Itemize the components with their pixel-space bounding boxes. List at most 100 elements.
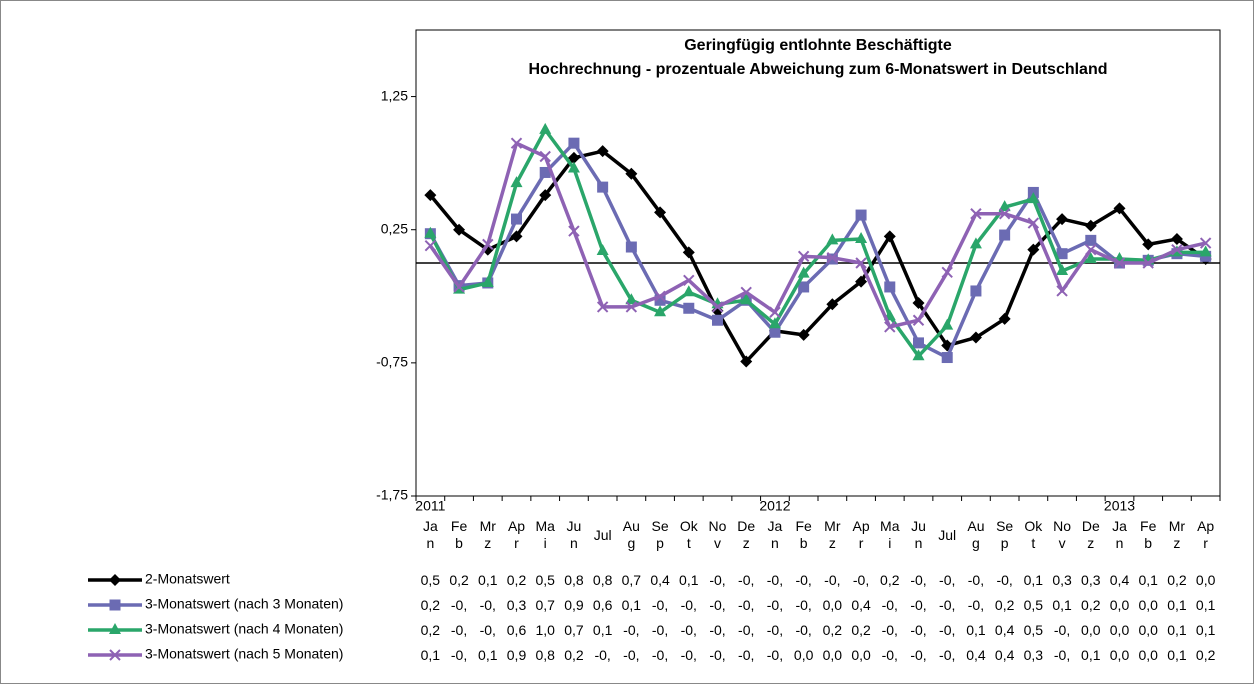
table-value: 0,9 <box>564 597 584 613</box>
year-label: 2012 <box>759 498 790 514</box>
table-value: 0,4 <box>966 647 986 663</box>
table-value: -0, <box>1053 647 1071 663</box>
marker <box>568 225 580 237</box>
table-value: 0,4 <box>851 597 871 613</box>
table-value: 0,7 <box>564 622 584 638</box>
marker <box>998 312 1011 325</box>
marker <box>424 226 437 238</box>
table-value: 0,9 <box>506 647 527 663</box>
table-value: 0,8 <box>564 572 584 588</box>
table-value: -0, <box>881 647 898 663</box>
marker <box>912 296 925 309</box>
table-value: -0, <box>881 597 898 613</box>
table-value: -0, <box>709 647 726 663</box>
marker <box>109 599 121 611</box>
marker <box>1056 213 1069 226</box>
y-tick-label: -1,75 <box>376 487 408 503</box>
marker <box>1085 243 1097 256</box>
table-value: -0, <box>939 622 956 638</box>
chart-subtitle: Hochrechnung - prozentuale Abweichung zu… <box>529 61 1108 78</box>
marker <box>884 321 896 333</box>
table-value: 0,8 <box>535 647 555 663</box>
marker <box>654 294 666 306</box>
table-value: 0,0 <box>1109 597 1130 613</box>
table-value: 0,4 <box>994 622 1015 638</box>
marker <box>654 305 667 317</box>
table-value: 0,1 <box>966 622 986 638</box>
table-value: -0, <box>967 597 985 613</box>
table-value: 0,8 <box>592 572 613 588</box>
table-value: -0, <box>651 597 669 613</box>
table-value: 0,2 <box>1195 647 1216 663</box>
table-value: -0, <box>881 622 898 638</box>
table-value: 0,3 <box>1081 572 1101 588</box>
table-value: -0, <box>766 597 784 613</box>
table-value: 0,0 <box>793 647 814 663</box>
table-value: 0,5 <box>535 572 555 588</box>
table-value: -0, <box>996 572 1013 588</box>
marker <box>941 318 954 330</box>
marker <box>912 314 925 326</box>
marker <box>797 328 810 341</box>
table-value: -0, <box>709 572 726 588</box>
x-tick-label: Aug <box>967 518 985 551</box>
table-value: 0,0 <box>1109 647 1130 663</box>
table-value: -0, <box>795 597 812 613</box>
marker <box>1056 248 1068 260</box>
marker <box>597 181 609 193</box>
marker <box>1084 252 1097 264</box>
x-tick-label: Mai <box>535 518 555 551</box>
table-value: -0, <box>766 647 784 663</box>
table-value: 0,1 <box>1081 647 1101 663</box>
marker <box>654 290 666 302</box>
marker <box>510 137 523 149</box>
marker <box>769 326 781 338</box>
x-tick-label: Nov <box>1053 518 1072 551</box>
marker <box>539 150 551 163</box>
marker <box>826 298 839 311</box>
marker <box>1142 238 1155 251</box>
table-value: -0, <box>623 622 640 638</box>
table-value: -0, <box>450 597 468 613</box>
marker <box>797 266 810 278</box>
marker <box>481 275 494 287</box>
x-tick-label: Jul <box>593 526 612 543</box>
y-tick-label: 0,25 <box>381 220 408 236</box>
x-tick-label: Nov <box>708 518 727 551</box>
table-value: 0,0 <box>851 647 871 663</box>
table-value: 0,4 <box>994 647 1015 663</box>
table-value: -0, <box>479 597 496 613</box>
series-line <box>428 141 1207 329</box>
marker <box>109 574 121 586</box>
marker <box>797 250 810 263</box>
table-value: -0, <box>967 572 985 588</box>
x-tick-label: Apr <box>1197 518 1215 551</box>
marker <box>567 161 580 173</box>
marker <box>740 286 752 298</box>
table-value: 0,1 <box>1195 597 1216 613</box>
table-value: -0, <box>709 622 726 638</box>
x-tick-label: Jun <box>911 518 926 551</box>
marker <box>683 302 695 314</box>
table-value: 0,2 <box>420 622 441 638</box>
marker <box>625 167 638 180</box>
table-value: -0, <box>479 622 496 638</box>
marker <box>682 285 695 297</box>
table-value: -0, <box>738 572 755 588</box>
table-value: -0, <box>766 572 784 588</box>
table-value: -0, <box>680 597 697 613</box>
table-value: -0, <box>651 647 669 663</box>
marker <box>1171 243 1183 256</box>
marker <box>596 145 609 158</box>
marker <box>1142 257 1154 269</box>
marker <box>969 331 982 344</box>
x-tick-label: Mrz <box>479 518 496 551</box>
table-value: -0, <box>939 647 956 663</box>
table-value: 0,2 <box>851 622 871 638</box>
table-value: 0,2 <box>994 597 1015 613</box>
x-tick-label: Okt <box>679 518 698 551</box>
legend-label: 3-Monatswert (nach 5 Monaten) <box>145 646 343 662</box>
marker <box>567 151 580 164</box>
marker <box>1199 245 1212 257</box>
